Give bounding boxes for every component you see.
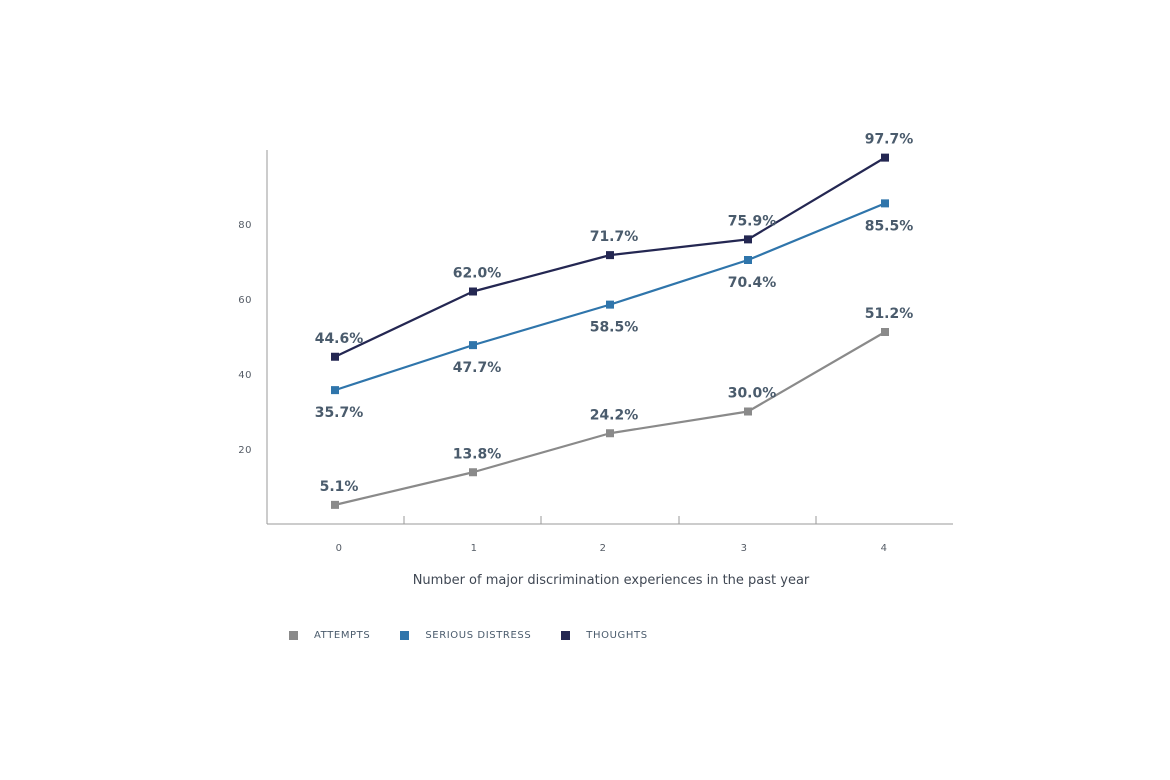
data-labels: 5.1% 13.8% 24.2% 30.0% 51.2% 35.7% 47.7% 58.5% 7… bbox=[315, 132, 914, 495]
legend-swatch-serious-distress bbox=[400, 631, 410, 640]
x-tick-label: 1 bbox=[471, 543, 478, 554]
data-label-serious-distress: 58.5% bbox=[590, 320, 639, 336]
y-tick-label: 80 bbox=[238, 220, 252, 231]
data-label-thoughts: 71.7% bbox=[590, 229, 639, 245]
data-label-serious-distress: 85.5% bbox=[865, 218, 914, 234]
data-point-attempts bbox=[331, 500, 339, 509]
data-label-serious-distress: 70.4% bbox=[728, 275, 777, 291]
legend-label-serious-distress: SERIOUS DISTRESS bbox=[425, 630, 532, 641]
y-tick-label: 40 bbox=[238, 370, 252, 381]
x-tick-label: 0 bbox=[336, 543, 343, 554]
data-label-attempts: 30.0% bbox=[728, 386, 777, 402]
data-label-thoughts: 97.7% bbox=[865, 132, 914, 148]
data-label-thoughts: 75.9% bbox=[728, 213, 777, 229]
data-point-serious-distress bbox=[744, 256, 752, 264]
data-label-serious-distress: 47.7% bbox=[453, 360, 502, 376]
data-point-serious-distress bbox=[606, 300, 614, 309]
legend-label-attempts: ATTEMPTS bbox=[314, 630, 371, 641]
data-point-attempts bbox=[881, 328, 889, 336]
data-label-attempts: 51.2% bbox=[865, 306, 914, 322]
data-point-thoughts bbox=[744, 235, 752, 244]
data-label-attempts: 5.1% bbox=[320, 479, 359, 495]
y-tick-label: 20 bbox=[238, 445, 252, 456]
data-label-serious-distress: 35.7% bbox=[315, 405, 364, 421]
legend-swatch-attempts bbox=[289, 631, 298, 640]
data-label-thoughts: 44.6% bbox=[315, 331, 364, 347]
data-point-serious-distress bbox=[469, 341, 477, 350]
data-point-thoughts bbox=[881, 153, 889, 162]
legend-label-thoughts: THOUGHTS bbox=[586, 630, 648, 641]
data-point-serious-distress bbox=[331, 386, 339, 395]
data-point-attempts bbox=[744, 407, 752, 416]
data-label-attempts: 13.8% bbox=[453, 446, 502, 462]
data-point-attempts bbox=[469, 468, 477, 477]
data-point-attempts bbox=[606, 429, 614, 438]
data-point-thoughts bbox=[606, 251, 614, 260]
data-label-attempts: 24.2% bbox=[590, 407, 639, 423]
x-axis-label: Number of major discrimination experienc… bbox=[413, 573, 810, 588]
data-point-serious-distress bbox=[881, 199, 889, 208]
x-tick-label: 2 bbox=[600, 543, 607, 554]
data-point-thoughts bbox=[331, 352, 339, 361]
legend-item-attempts: ATTEMPTS bbox=[289, 630, 370, 641]
y-tick-label: 60 bbox=[238, 295, 252, 306]
legend: ATTEMPTS SERIOUS DISTRESS THOUGHTS bbox=[289, 630, 678, 641]
x-tick-label: 3 bbox=[741, 543, 748, 554]
legend-item-serious-distress: SERIOUS DISTRESS bbox=[400, 630, 531, 641]
legend-item-thoughts: THOUGHTS bbox=[561, 630, 647, 641]
legend-swatch-thoughts bbox=[561, 631, 571, 640]
axes bbox=[266, 150, 953, 525]
data-point-thoughts bbox=[469, 287, 477, 296]
x-tick-label: 4 bbox=[881, 543, 888, 554]
series-group bbox=[331, 153, 889, 509]
tick-labels: 20 40 60 80 0 1 2 3 4 bbox=[238, 220, 887, 554]
data-label-thoughts: 62.0% bbox=[453, 266, 502, 282]
